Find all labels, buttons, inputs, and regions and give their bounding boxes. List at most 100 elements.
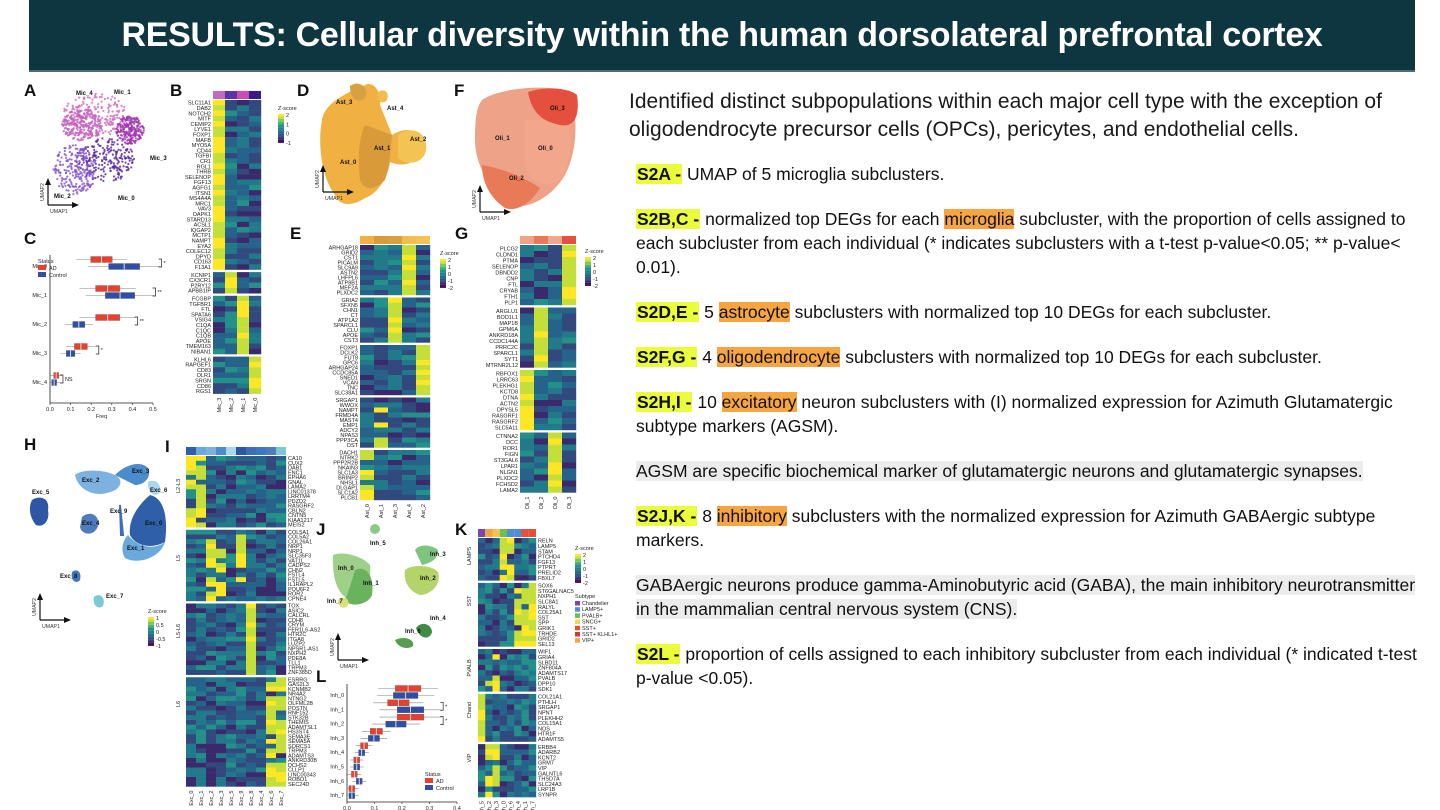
- umap-point: [90, 162, 93, 165]
- heatmap-cell: [246, 696, 257, 702]
- heatmap-cell: [237, 306, 250, 312]
- heatmap-cell: [226, 494, 237, 499]
- heatmap-cell: [521, 559, 529, 565]
- heatmap-cell: [492, 693, 500, 700]
- x-tick-label: 0.3: [426, 806, 434, 810]
- heatmap-cell: [528, 754, 537, 761]
- heatmap-cell: [236, 479, 247, 485]
- heatmap-cell: [226, 517, 237, 523]
- heatmap-cell: [236, 762, 247, 768]
- heatmap-cell: [485, 614, 493, 621]
- heatmap-cell: [499, 731, 508, 737]
- heatmap-cell: [388, 297, 403, 303]
- heatmap-cell: [276, 682, 287, 687]
- heatmap-cell: [266, 696, 277, 702]
- heatmap-cell: [226, 508, 237, 514]
- heatmap-cell: [196, 655, 207, 661]
- subtype-label: SST+: [582, 626, 596, 632]
- umap-point: [107, 131, 110, 134]
- x-tick-label: 0.0: [343, 806, 351, 810]
- heatmap-cell: [225, 105, 238, 111]
- heatmap-cell: [216, 548, 227, 554]
- heatmap-cell: [528, 543, 537, 549]
- umap-point: [110, 146, 113, 149]
- heatmap-cell: [256, 479, 267, 485]
- heatmap-cell: [492, 598, 500, 605]
- umap-point: [123, 141, 127, 144]
- heatmap-cell: [256, 696, 267, 702]
- heatmap-cell: [186, 475, 197, 480]
- x-tick-label: 0.4: [129, 407, 137, 413]
- heatmap-cell: [528, 749, 537, 755]
- legend-swatch-control: [38, 272, 46, 277]
- heatmap-cell: [237, 206, 250, 212]
- umap-point: [124, 137, 127, 140]
- heatmap-cell: [213, 361, 226, 368]
- gene-label: COL21A1: [538, 695, 562, 701]
- heatmap-cell: [276, 715, 287, 721]
- heatmap-cell: [528, 635, 537, 642]
- heatmap-cell: [416, 397, 431, 403]
- heatmap-cell: [360, 432, 375, 438]
- heatmap-cell: [548, 293, 563, 300]
- gene-label: NRP1: [288, 544, 303, 550]
- umap-point: [131, 134, 135, 137]
- column-annotation: [256, 447, 266, 455]
- heatmap-cell: [276, 484, 287, 490]
- heatmap-cell: [534, 388, 549, 395]
- umap-point: [102, 175, 105, 178]
- umap-point: [88, 153, 91, 156]
- column-label: Exc_4: [259, 791, 265, 806]
- heatmap-cell: [249, 115, 262, 122]
- umap-excitatory: Exc_3Exc_2Exc_6Exc_5Exc_9Exc_0Exc_4Exc_1…: [29, 464, 168, 630]
- umap-point: [76, 128, 79, 131]
- gene-label: RASGRF2: [492, 419, 518, 425]
- heatmap-cell: [360, 297, 375, 303]
- umap-point: [79, 138, 82, 142]
- heatmap-cell: [236, 494, 247, 499]
- heatmap-cell: [236, 701, 247, 706]
- heatmap-cell: [520, 432, 535, 439]
- heatmap-cell: [196, 582, 207, 587]
- gene-label: DAB1: [288, 466, 302, 472]
- heatmap-cell: [225, 147, 238, 154]
- umap-point: [111, 165, 114, 168]
- heatmap-cell: [226, 613, 237, 618]
- gene-label: LRRTM4: [288, 494, 310, 500]
- umap-point: [76, 164, 79, 167]
- umap-point: [109, 114, 112, 118]
- gene-label: TRPM3: [288, 749, 307, 755]
- heatmap-cell: [521, 749, 529, 755]
- heatmap-cell: [237, 288, 250, 294]
- umap-point: [138, 122, 141, 125]
- heatmap-cell: [499, 630, 508, 637]
- heatmap-cell: [256, 567, 267, 573]
- umap-point: [93, 122, 96, 126]
- heatmap-cell: [225, 282, 238, 289]
- gene-label: SLC1A2: [338, 490, 359, 496]
- heatmap-cell: [388, 360, 403, 366]
- umap-point: [80, 180, 83, 183]
- umap-point: [90, 111, 93, 114]
- umap-point: [123, 105, 126, 109]
- heatmap-cell: [276, 705, 287, 711]
- umap-point: [66, 134, 69, 137]
- umap-point: [59, 163, 62, 167]
- umap-point: [87, 159, 91, 163]
- umap-point: [128, 134, 132, 137]
- heatmap-cell: [492, 575, 500, 581]
- heatmap-cell: [276, 544, 287, 549]
- cluster-exc-1: [122, 535, 165, 561]
- heatmap-cell: [521, 699, 529, 705]
- heatmap-cell: [186, 622, 197, 628]
- legend-tick: -1: [593, 277, 598, 283]
- heatmap-cell: [360, 460, 375, 466]
- heatmap-cell: [548, 370, 563, 377]
- heatmap-cell: [196, 563, 207, 568]
- heatmap-cell: [225, 211, 238, 217]
- column-annotation: [246, 447, 256, 455]
- column-label: Inh_1: [523, 801, 529, 810]
- legend-gradient: [278, 133, 284, 135]
- cluster-exc-7: [93, 595, 104, 608]
- umap-point: [95, 96, 98, 99]
